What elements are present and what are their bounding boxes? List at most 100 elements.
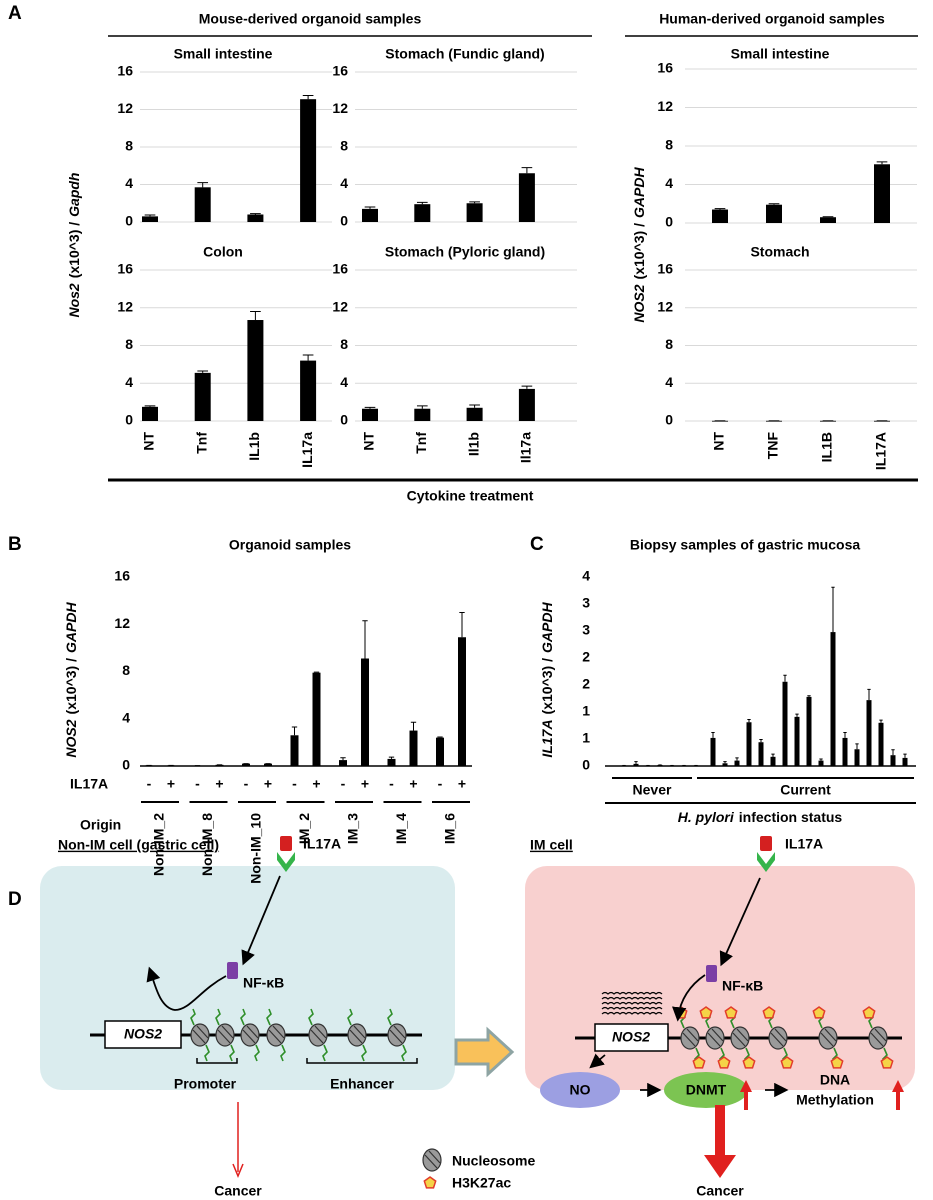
error-bar [416,405,428,409]
x-tick-label: - [341,776,346,792]
histone-tail [229,1044,235,1062]
increase-arrow [892,1080,904,1110]
y-axis-label-part: (x10^3) / [539,658,555,715]
group-label: Non-IM_2 [151,813,167,876]
y-tick-label: 12 [117,298,133,314]
y-tick-label: 12 [657,298,673,314]
error-bar [876,161,888,165]
y-axis-label: Nos2 (x10^3) / Gapdh [66,172,82,317]
x-tick-label: IL17a [299,432,315,468]
y-axis-label-part: (x10^3) / [66,222,82,279]
y-tick-label: 0 [340,412,348,428]
bar [806,696,812,766]
error-bar [634,761,638,764]
ligand [760,836,772,851]
y-tick-label: 8 [125,336,133,352]
y-tick-label: 2 [582,676,590,692]
error-bar [302,94,314,100]
error-bar [771,753,775,757]
bar [466,407,483,421]
bracket [306,1058,418,1064]
nucleosome [215,1023,235,1047]
x-tick-label: + [361,776,369,792]
bar [712,209,728,223]
y-tick-label: 16 [117,63,133,79]
error-bar [250,311,261,321]
arrow [146,966,227,1011]
x-tick-label: + [215,776,223,792]
nucleosome [705,1026,725,1050]
x-tick-label: NT [361,432,377,451]
nucleosome-wrap [732,1028,749,1047]
x-tick-label: - [195,776,200,792]
y-tick-label: 4 [340,175,348,191]
error-bar [879,719,883,723]
nucleosome-wrap [349,1025,366,1044]
bar [414,204,431,222]
bar [242,763,250,766]
x-tick-label: NT [711,432,727,451]
error-bar [759,739,763,743]
cell-title: Non-IM cell (gastric cell) [58,837,219,853]
y-axis-label-part: Gapdh [66,172,82,216]
acetyl-mark [812,1006,826,1019]
bar [890,755,896,766]
nucleosome-wrap [310,1025,327,1044]
y-tick-label: 4 [582,568,590,584]
y-tick-label: 0 [340,213,348,229]
y-tick-label: 16 [332,63,348,79]
x-axis-label-part: infection status [739,809,843,825]
outcome-label: Cancer [696,1183,744,1199]
group-label: Non-IM_10 [248,813,264,884]
group-label: IM_2 [296,813,312,844]
error-bar [843,732,847,738]
group-header: Mouse-derived organoid samples [199,11,422,27]
chart-title: Colon [203,244,243,260]
arrow [589,1053,606,1069]
y-tick-label: 4 [122,709,130,725]
transcript [601,1006,663,1010]
histone-tail [266,1008,272,1026]
x-tick-label: NT [141,432,157,451]
bar [361,658,369,766]
receptor [277,852,295,872]
arrow [672,974,706,1022]
outcome-arrow [704,1105,736,1178]
x-tick-label: - [147,776,152,792]
x-tick-label: - [244,776,249,792]
no-node [540,1072,620,1108]
x-axis-label: Cytokine treatment [407,488,534,504]
bar [339,760,347,766]
y-tick-label: 2 [582,649,590,665]
receptor [757,852,775,872]
y-axis-label-part: GAPDH [63,602,79,653]
error-bar [711,732,715,738]
group-label: IM_4 [393,813,409,844]
error-bar [783,674,787,682]
y-tick-label: 16 [657,60,673,76]
acetyl-mark [780,1056,794,1069]
y-tick-label: 4 [665,374,673,390]
y-tick-label: 12 [117,100,133,116]
x-tick-label: TNF [765,432,781,460]
y-axis-label-part: (x10^3) / [631,223,647,280]
x-tick-label: - [438,776,443,792]
error-bar [521,385,533,389]
y-tick-label: 16 [117,261,133,277]
bar [734,760,740,766]
outcome-label: Cancer [214,1183,262,1199]
y-tick-label: 4 [125,374,133,390]
y-tick-label: 16 [332,261,348,277]
error-bar [795,713,799,717]
nucleosome-wrap [242,1025,259,1044]
chart-title: Stomach [750,244,809,260]
error-bar [364,406,376,409]
y-tick-label: 8 [340,138,348,154]
ligand-label: IL17A [303,836,341,852]
nucleosome-wrap [268,1025,285,1044]
y-tick-label: 16 [657,261,673,277]
cell-box [525,866,915,1090]
bar [414,408,431,421]
acetyl-mark [742,1056,756,1069]
bar [264,763,272,766]
